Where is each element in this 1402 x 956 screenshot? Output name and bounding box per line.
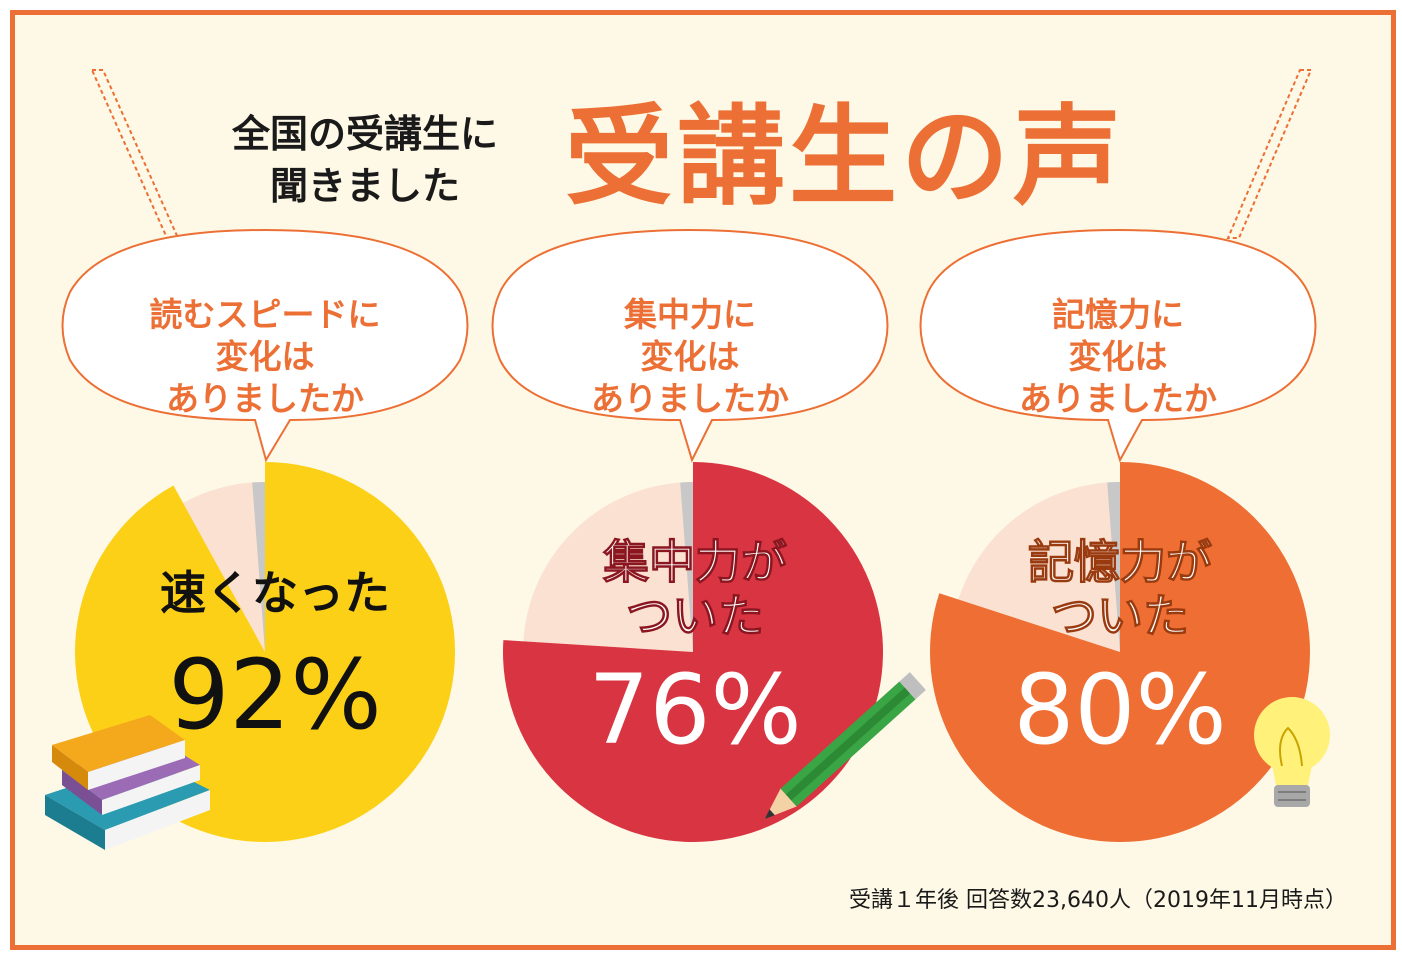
- speech-bubble-3: [919, 228, 1317, 463]
- header-subtitle-line2: 聞きました: [269, 163, 460, 208]
- pie-2-divider: [680, 482, 693, 652]
- lightbulb-icon: [1254, 697, 1330, 807]
- speech-bubble-2: [491, 228, 889, 463]
- header-subtitle-line1: 全国の受講生に: [231, 111, 498, 156]
- question-3-line2: 変化は: [1068, 337, 1168, 376]
- question-1-line1: 読むスピードに: [149, 295, 381, 334]
- pie-1-percent: 92%: [168, 639, 382, 751]
- pie-1-label: 速くなった: [110, 565, 440, 621]
- question-2-line2: 変化は: [640, 337, 740, 376]
- pie-3-slice-other: [958, 482, 1120, 652]
- question-3-line3: ありましたか: [1019, 379, 1217, 418]
- footnote: 受講１年後 回答数23,640人（2019年11月時点）: [849, 888, 1347, 913]
- question-1-line2: 変化は: [215, 337, 315, 376]
- question-3-line1: 記憶力に: [1052, 295, 1184, 334]
- page-title: 受講生の声: [565, 94, 1126, 220]
- pie-2-percent: 76%: [588, 654, 802, 766]
- pencil-icon: [764, 672, 926, 819]
- books-icon: [45, 715, 210, 850]
- question-2-line3: ありましたか: [591, 379, 789, 418]
- question-text-1: 読むスピードに 変化は ありましたか: [100, 294, 430, 420]
- pie-1-label-line1: 速くなった: [160, 566, 390, 620]
- speech-bubble-1: [61, 228, 469, 463]
- pie-3-slice-main: [929, 462, 1310, 843]
- pie-3-label: 記憶力が ついた: [970, 535, 1270, 644]
- pie-2-slice-other: [523, 482, 693, 652]
- question-text-3: 記憶力に 変化は ありましたか: [953, 294, 1283, 420]
- pie-1-slice-other: [183, 482, 265, 652]
- question-1-line3: ありましたか: [166, 379, 364, 418]
- pie-3-label-line1: 記憶力が: [1028, 535, 1213, 590]
- header-subtitle: 全国の受講生に 聞きました: [175, 108, 555, 212]
- pie-3-divider: [1107, 482, 1120, 652]
- dashed-bar-left: [90, 69, 180, 239]
- pie-3-label-line2: ついた: [1051, 589, 1190, 644]
- pie-3-percent: 80%: [1013, 654, 1227, 766]
- dashed-bar-right: [1226, 69, 1313, 239]
- pie-2-label: 集中力が ついた: [545, 535, 845, 644]
- pie-2-label-line1: 集中力が: [603, 535, 788, 590]
- pie-1-divider: [252, 482, 265, 652]
- question-2-line1: 集中力に: [624, 295, 756, 334]
- pie-2-label-line2: ついた: [626, 589, 765, 644]
- pie-2-slice-main: [503, 462, 883, 842]
- question-text-2: 集中力に 変化は ありましたか: [525, 294, 855, 420]
